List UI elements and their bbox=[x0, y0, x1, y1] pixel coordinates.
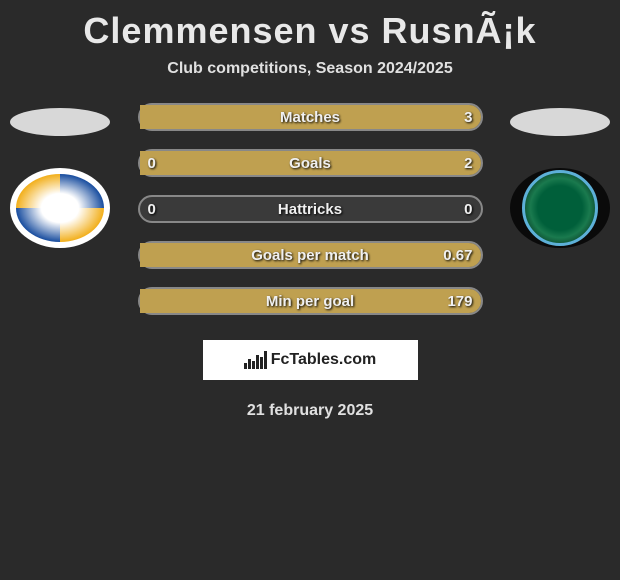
seattle-sounders-crest bbox=[510, 168, 610, 248]
stat-right-value: 0.67 bbox=[443, 247, 472, 264]
stat-right-value: 0 bbox=[464, 201, 472, 218]
player-left-silhouette bbox=[10, 108, 110, 136]
stat-row-min-per-goal: Min per goal 179 bbox=[138, 287, 483, 315]
stat-right-value: 3 bbox=[464, 109, 472, 126]
stat-right-value: 2 bbox=[464, 155, 472, 172]
stat-row-goals: 0 Goals 2 bbox=[138, 149, 483, 177]
stat-row-goals-per-match: Goals per match 0.67 bbox=[138, 241, 483, 269]
stats-list: Matches 3 0 Goals 2 0 Hattricks 0 Goals … bbox=[138, 103, 483, 315]
header: Clemmensen vs RusnÃ¡k Club competitions,… bbox=[0, 0, 620, 78]
comparison-content: Matches 3 0 Goals 2 0 Hattricks 0 Goals … bbox=[0, 103, 620, 420]
stat-label: Min per goal bbox=[266, 293, 354, 310]
chart-bars-icon bbox=[244, 351, 267, 369]
ifk-goteborg-crest bbox=[10, 168, 110, 248]
stat-right-value: 179 bbox=[447, 293, 472, 310]
stat-label: Hattricks bbox=[278, 201, 342, 218]
stat-row-hattricks: 0 Hattricks 0 bbox=[138, 195, 483, 223]
stat-left-value: 0 bbox=[148, 155, 156, 172]
stat-left-value: 0 bbox=[148, 201, 156, 218]
page-title: Clemmensen vs RusnÃ¡k bbox=[0, 10, 620, 52]
stat-label: Matches bbox=[280, 109, 340, 126]
logo-text: FcTables.com bbox=[271, 351, 377, 369]
stat-row-matches: Matches 3 bbox=[138, 103, 483, 131]
player-left-panel bbox=[10, 108, 110, 278]
player-right-panel bbox=[510, 108, 610, 278]
fctables-logo: FcTables.com bbox=[203, 340, 418, 380]
player-right-silhouette bbox=[510, 108, 610, 136]
page-subtitle: Club competitions, Season 2024/2025 bbox=[0, 60, 620, 78]
stat-label: Goals bbox=[289, 155, 331, 172]
stat-label: Goals per match bbox=[251, 247, 369, 264]
snapshot-date: 21 february 2025 bbox=[0, 402, 620, 420]
